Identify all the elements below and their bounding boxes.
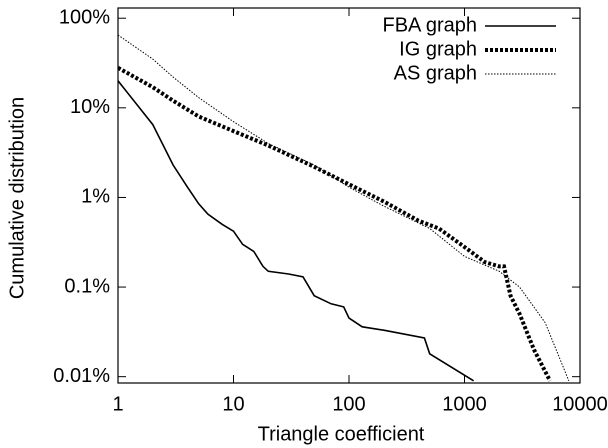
x-tick-label: 10000 (552, 393, 608, 415)
series-line (118, 34, 570, 381)
x-tick-label: 100 (332, 393, 365, 415)
legend-label: AS graph (394, 62, 477, 84)
y-tick-label: 0.01% (53, 365, 110, 387)
y-axis-label: Cumulative distribution (6, 97, 28, 299)
x-tick-label: 1000 (442, 393, 487, 415)
x-tick-label: 10 (222, 393, 244, 415)
x-tick-label: 1 (112, 393, 123, 415)
legend-label: IG graph (399, 38, 477, 60)
y-tick-label: 1% (81, 186, 110, 208)
y-tick-label: 0.1% (64, 275, 110, 297)
legend-label: FBA graph (382, 14, 477, 36)
series-line (118, 80, 475, 382)
y-tick-label: 100% (59, 6, 110, 28)
x-axis-label: Triangle coefficient (258, 423, 425, 445)
series-line (118, 66, 552, 382)
plot-frame (117, 7, 581, 384)
y-tick-label: 10% (70, 96, 110, 118)
